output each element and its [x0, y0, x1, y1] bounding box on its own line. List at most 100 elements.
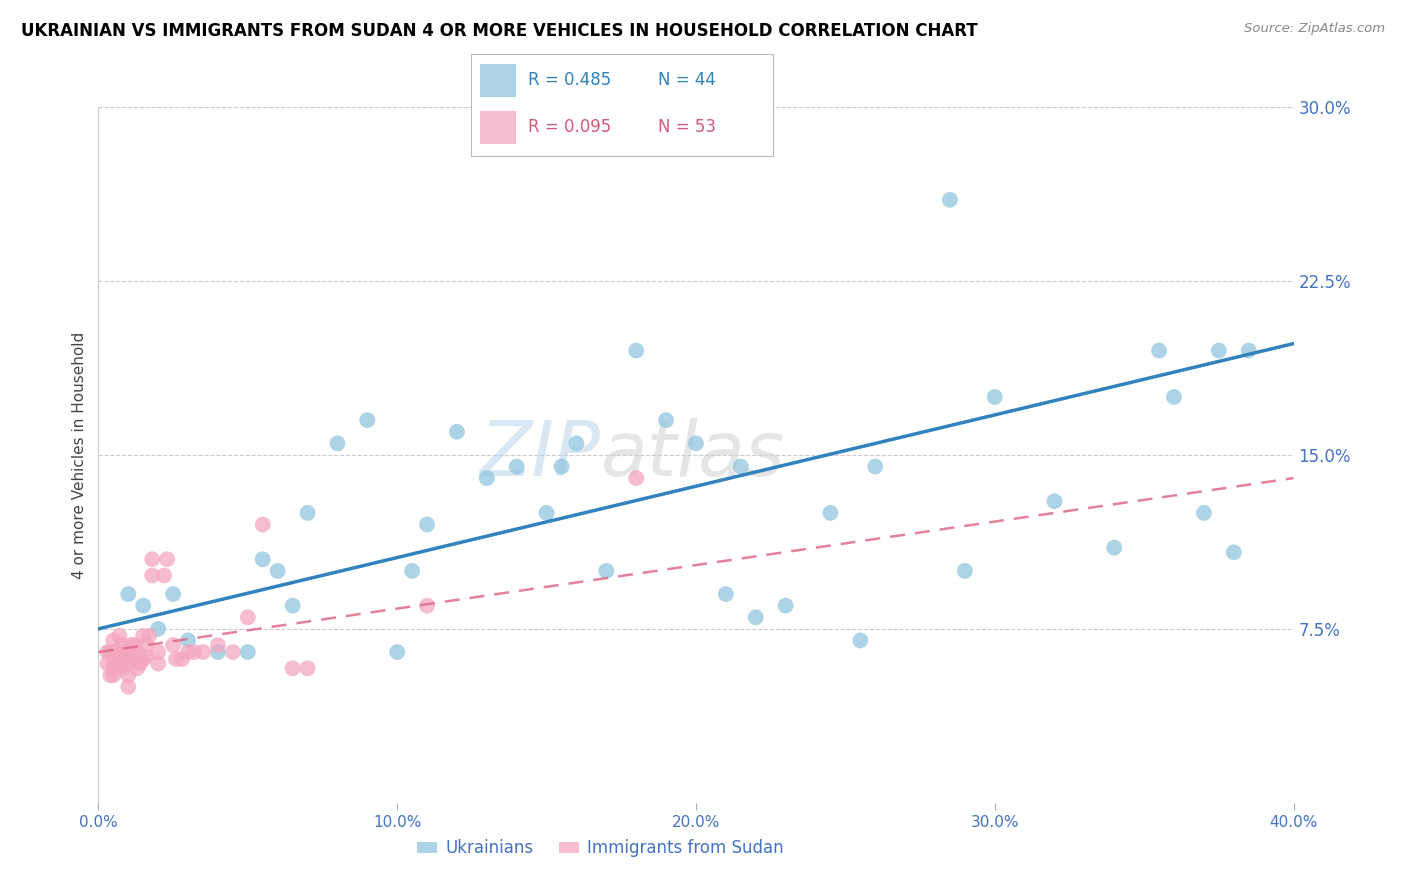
Point — [820, 506, 842, 520]
Point — [124, 652, 146, 666]
Point — [953, 564, 976, 578]
Point — [114, 645, 136, 659]
Bar — [479, 111, 516, 144]
Point — [96, 657, 118, 671]
Point — [148, 645, 170, 659]
Point — [132, 629, 155, 643]
Point — [685, 436, 707, 450]
Point — [141, 568, 163, 582]
Point — [108, 645, 131, 659]
Point — [252, 552, 274, 566]
Point — [127, 661, 149, 675]
Point — [127, 645, 149, 659]
Point — [120, 638, 142, 652]
Point — [103, 633, 125, 648]
Point — [172, 652, 194, 666]
Point — [506, 459, 529, 474]
Point — [281, 599, 304, 613]
Text: N = 53: N = 53 — [658, 119, 717, 136]
Legend: Ukrainians, Immigrants from Sudan: Ukrainians, Immigrants from Sudan — [411, 833, 790, 864]
Point — [536, 506, 558, 520]
Point — [165, 652, 187, 666]
Point — [117, 587, 139, 601]
Point — [138, 629, 160, 643]
Point — [446, 425, 468, 439]
Point — [730, 459, 752, 474]
Point — [1147, 343, 1170, 358]
Point — [129, 657, 152, 671]
Point — [775, 599, 797, 613]
Point — [162, 587, 184, 601]
Point — [183, 645, 205, 659]
Point — [416, 599, 439, 613]
Point — [103, 657, 125, 671]
Point — [103, 645, 125, 659]
Point — [105, 645, 128, 659]
Point — [108, 657, 131, 671]
Point — [252, 517, 274, 532]
Text: N = 44: N = 44 — [658, 71, 716, 89]
Point — [356, 413, 378, 427]
Point — [111, 661, 134, 675]
Point — [132, 652, 155, 666]
Point — [117, 645, 139, 659]
Point — [416, 517, 439, 532]
Point — [141, 552, 163, 566]
Text: ZIP: ZIP — [479, 418, 600, 491]
Point — [297, 661, 319, 675]
Point — [105, 661, 128, 675]
Point — [148, 622, 170, 636]
Point — [103, 668, 125, 682]
Point — [96, 645, 118, 659]
Point — [1043, 494, 1066, 508]
Point — [745, 610, 768, 624]
Point — [117, 657, 139, 671]
Point — [267, 564, 290, 578]
Text: R = 0.485: R = 0.485 — [529, 71, 612, 89]
Point — [111, 652, 134, 666]
Point — [550, 459, 572, 474]
Point — [401, 564, 423, 578]
Point — [714, 587, 737, 601]
Point — [177, 645, 200, 659]
Point — [207, 638, 229, 652]
Point — [135, 638, 157, 652]
Point — [595, 564, 617, 578]
Point — [1237, 343, 1260, 358]
Text: atlas: atlas — [600, 418, 785, 491]
Point — [1208, 343, 1230, 358]
Point — [1163, 390, 1185, 404]
Point — [120, 657, 142, 671]
Point — [865, 459, 887, 474]
Point — [156, 552, 179, 566]
Point — [98, 645, 122, 659]
Point — [655, 413, 678, 427]
Point — [117, 680, 139, 694]
Point — [236, 610, 259, 624]
Point — [135, 649, 157, 664]
Point — [98, 668, 122, 682]
Point — [849, 633, 872, 648]
Point — [626, 471, 648, 485]
Point — [626, 343, 648, 358]
Point — [207, 645, 229, 659]
Y-axis label: 4 or more Vehicles in Household: 4 or more Vehicles in Household — [72, 331, 87, 579]
Bar — [479, 64, 516, 96]
Text: Source: ZipAtlas.com: Source: ZipAtlas.com — [1244, 22, 1385, 36]
Point — [191, 645, 214, 659]
Point — [222, 645, 245, 659]
Point — [124, 638, 146, 652]
Point — [1104, 541, 1126, 555]
Point — [1223, 545, 1246, 559]
Point — [153, 568, 176, 582]
Point — [326, 436, 349, 450]
Point — [114, 657, 136, 671]
Point — [148, 657, 170, 671]
Point — [565, 436, 588, 450]
Point — [281, 661, 304, 675]
Point — [939, 193, 962, 207]
Text: UKRAINIAN VS IMMIGRANTS FROM SUDAN 4 OR MORE VEHICLES IN HOUSEHOLD CORRELATION C: UKRAINIAN VS IMMIGRANTS FROM SUDAN 4 OR … — [21, 22, 977, 40]
Point — [236, 645, 259, 659]
Point — [385, 645, 409, 659]
Point — [132, 599, 155, 613]
